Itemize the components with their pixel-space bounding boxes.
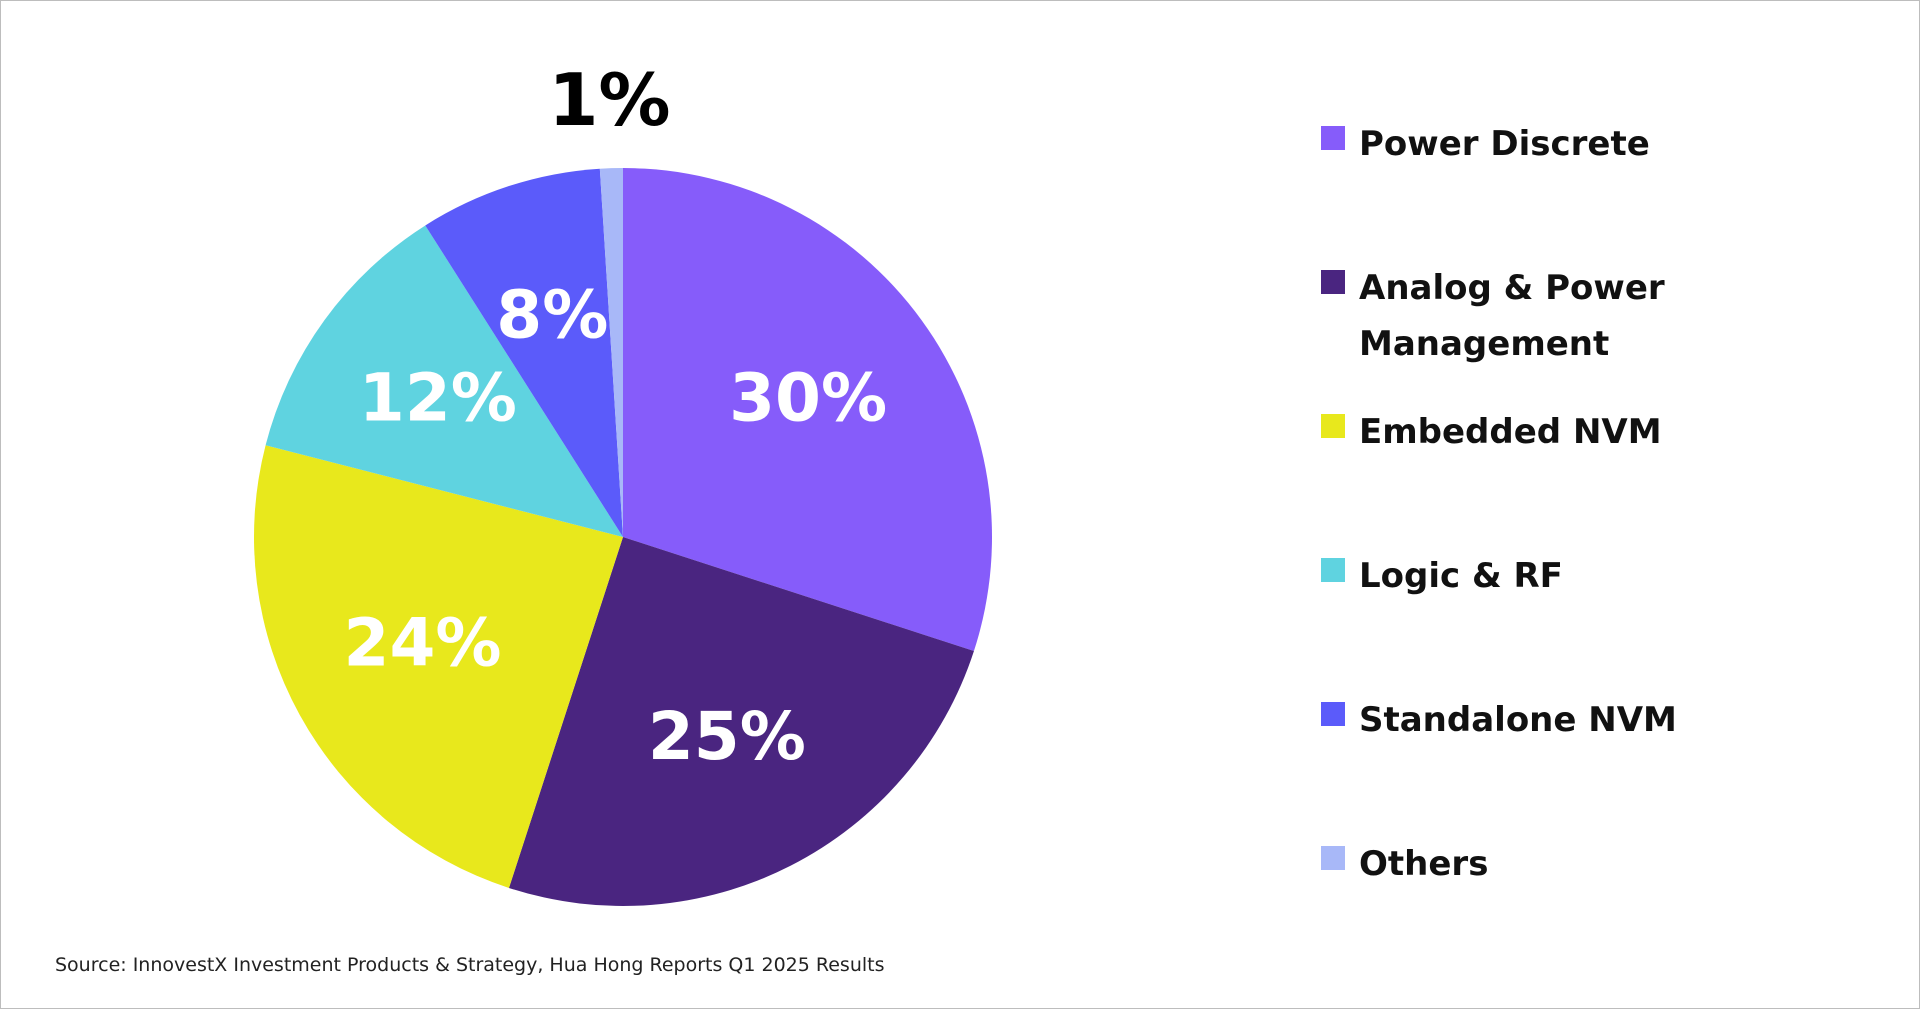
legend-swatch [1321,126,1345,150]
value-label: 24% [344,604,502,681]
value-label: 1% [548,58,670,142]
pie-slice [599,168,623,537]
legend-label: Power Discrete [1359,124,1650,164]
value-label: 8% [496,276,608,353]
legend-item: Logic & RF [1321,548,1741,604]
value-label: 12% [359,360,517,437]
value-label: 25% [648,698,806,775]
legend-swatch [1321,558,1345,582]
pie-slice [265,225,623,537]
source: Source: InnovestX Investment Products & … [55,954,885,976]
legend-swatch [1321,702,1345,726]
legend-label: Embedded NVM [1359,412,1662,452]
legend-swatch [1321,846,1345,870]
legend-item: Others [1321,836,1741,892]
pie-slice [253,445,623,888]
legend-label: Analog & Power Management [1359,268,1665,364]
legend-swatch [1321,414,1345,438]
legend-label: Others [1359,844,1489,884]
pie-slice [508,537,974,907]
legend-label: Logic & RF [1359,556,1563,596]
legend-swatch [1321,270,1345,294]
legend-item: Standalone NVM [1321,692,1741,748]
legend-item: Analog & Power Management [1321,260,1741,372]
legend-item: Power Discrete [1321,116,1741,172]
legend-item: Embedded NVM [1321,404,1741,460]
pie-slice [623,168,992,652]
value-label: 30% [729,360,887,437]
pie-slice [425,168,623,537]
legend-label: Standalone NVM [1359,700,1677,740]
